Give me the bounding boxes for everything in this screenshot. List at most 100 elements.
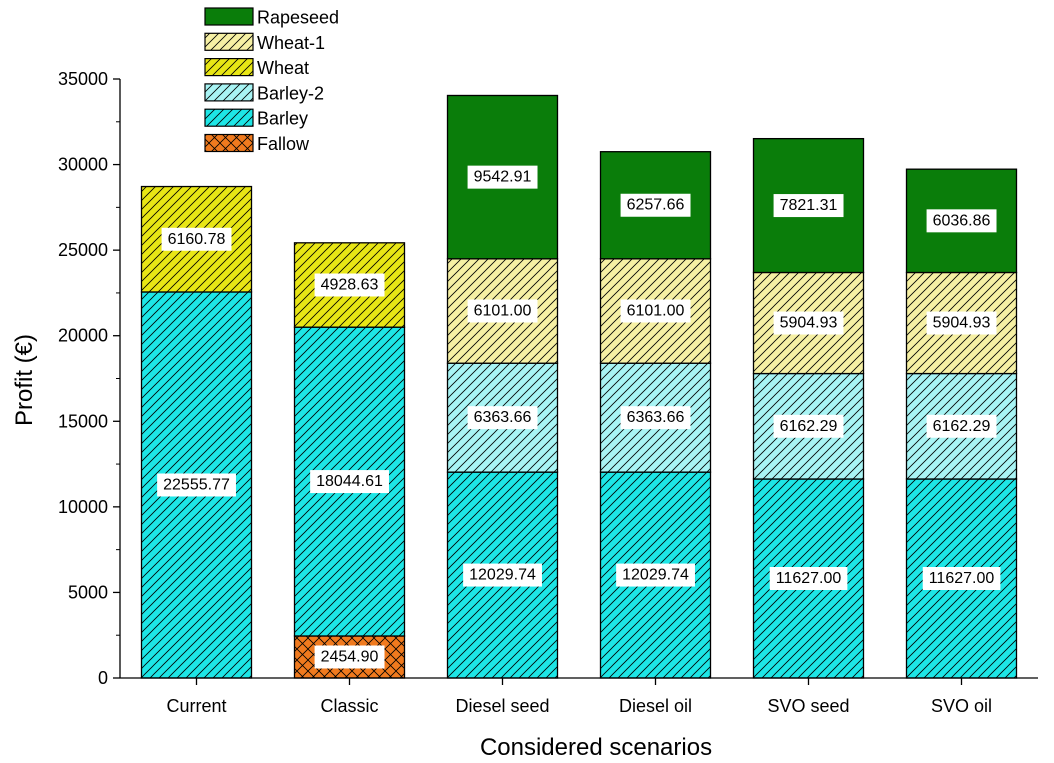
y-tick-label-35000: 35000 [58,69,108,89]
data-label-diesel-oil-barley-2-text: 6363.66 [627,409,685,426]
data-label-classic-wheat-box [314,273,385,297]
bar-svo-oil-rapeseed-outline [905,168,1018,274]
data-label-diesel-oil-rapeseed-box [620,193,691,217]
bar-classic-wheat [293,242,406,328]
data-label-svo-oil-wheat-1: 5904.93 [926,311,997,335]
legend-item-rapeseed: Rapeseed [204,7,339,28]
legend-item-wheat-1: Wheat-1 [204,32,325,53]
legend-swatch-outline-rapeseed [204,7,254,26]
data-label-current-barley-box [157,473,236,497]
legend-label-wheat-1: Wheat-1 [257,33,325,53]
legend-item-wheat: Wheat [204,57,309,78]
data-label-diesel-oil-wheat-1: 6101.00 [620,299,691,323]
legend-item-fallow: Fallow [204,133,310,154]
legend-label-wheat: Wheat [257,58,309,78]
data-label-diesel-seed-barley-2: 6363.66 [467,406,538,430]
data-label-svo-seed-rapeseed-text: 7821.31 [780,197,838,214]
data-label-diesel-seed-rapeseed-text: 9542.91 [474,169,532,186]
bar-current-wheat-outline [140,185,253,293]
data-label-current-wheat-text: 6160.78 [168,231,226,248]
data-label-diesel-seed-rapeseed: 9542.91 [467,165,538,189]
data-label-classic-barley-text: 18044.61 [316,473,383,490]
bar-diesel-seed-rapeseed-outline [446,94,559,260]
x-tick-label-diesel-oil: Diesel oil [619,696,692,716]
bar-diesel-oil-rapeseed-outline [599,151,712,260]
data-label-svo-oil-rapeseed-box [926,209,997,233]
data-label-current-wheat: 6160.78 [161,227,232,251]
data-label-svo-seed-barley-2-box [773,414,844,438]
data-label-svo-oil-rapeseed: 6036.86 [926,209,997,233]
data-label-diesel-oil-rapeseed: 6257.66 [620,193,691,217]
data-label-diesel-seed-barley: 12029.74 [463,563,542,587]
legend-item-barley-2: Barley-2 [204,83,324,103]
data-label-svo-seed-barley: 11627.00 [769,567,848,591]
y-tick-label-10000: 10000 [58,497,108,517]
legend-swatch-outline-fallow [204,133,254,153]
x-tick-label-current: Current [166,696,226,716]
data-label-classic-fallow-text: 2454.90 [321,648,379,665]
data-label-svo-oil-barley: 11627.00 [922,567,1001,591]
data-label-svo-oil-rapeseed-text: 6036.86 [933,212,991,229]
data-label-classic-wheat-text: 4928.63 [321,276,379,293]
data-label-svo-oil-barley-2: 6162.29 [926,414,997,438]
y-tick-label-30000: 30000 [58,155,108,175]
legend-swatch-rapeseed [205,8,253,25]
data-label-diesel-seed-barley-box [463,563,542,587]
data-label-svo-seed-wheat-1-text: 5904.93 [780,315,838,332]
y-tick-label-5000: 5000 [68,582,108,602]
data-label-svo-seed-rapeseed: 7821.31 [773,194,844,218]
x-tick-label-svo-oil: SVO oil [931,696,992,716]
data-label-svo-seed-barley-2-text: 6162.29 [780,418,838,435]
y-tick-label-0: 0 [98,668,108,688]
data-label-current-wheat-box [161,227,232,251]
data-label-diesel-oil-barley-2: 6363.66 [620,406,691,430]
data-label-diesel-seed-barley-2-text: 6363.66 [474,409,532,426]
data-label-current-barley-text: 22555.77 [163,476,230,493]
y-tick-label-20000: 20000 [58,326,108,346]
data-label-diesel-oil-barley: 12029.74 [616,563,695,587]
data-label-diesel-oil-barley-box [616,563,695,587]
data-label-diesel-seed-rapeseed-box [467,165,538,189]
legend-label-rapeseed: Rapeseed [257,8,339,28]
y-tick-label-25000: 25000 [58,240,108,260]
legend-swatch-hatch-barley [205,109,253,127]
bar-svo-seed-rapeseed-outline [752,137,865,274]
legend-swatch-outline-wheat-1 [204,32,254,51]
legend-label-fallow: Fallow [257,134,310,154]
data-label-svo-oil-wheat-1-text: 5904.93 [933,315,991,332]
data-label-diesel-seed-barley-2-box [467,406,538,430]
legend: Rapeseed Wheat-1 Wheat Barley-2 Barley Fallow [204,7,339,154]
x-tick-label-classic: Classic [320,696,378,716]
data-label-diesel-seed-wheat-1-box [467,299,538,323]
data-label-svo-seed-wheat-1-box [773,311,844,335]
legend-swatch-hatch-barley-2 [205,83,253,101]
legend-swatch-outline-barley [204,108,254,127]
y-axis-title: Profit (€) [11,334,38,426]
legend-item-barley: Barley [204,108,308,129]
bar-classic-wheat-outline [293,242,406,328]
bar-svo-oil-barley-2 [905,372,1018,480]
data-label-classic-wheat: 4928.63 [314,273,385,297]
data-label-svo-oil-barley-2-text: 6162.29 [933,418,991,435]
data-label-svo-oil-barley-box [922,567,1001,591]
legend-swatch-hatch-wheat [205,58,253,76]
data-label-diesel-oil-barley-2-box [620,406,691,430]
data-label-svo-oil-barley-text: 11627.00 [929,570,995,587]
data-label-classic-fallow-box [314,645,385,669]
data-label-svo-seed-barley-2: 6162.29 [773,414,844,438]
data-label-diesel-oil-barley-text: 12029.74 [622,567,689,584]
data-label-diesel-seed-barley-text: 12029.74 [469,567,536,584]
bar-diesel-seed-wheat-1 [446,258,559,364]
data-label-classic-barley-box [310,470,389,494]
legend-swatch-hatch-wheat-1 [205,33,253,51]
legend-swatch-outline-barley-2 [204,83,254,102]
data-label-svo-seed-barley-box [769,567,848,591]
x-axis-title: Considered scenarios [480,734,712,761]
data-label-svo-seed-wheat-1: 5904.93 [773,311,844,335]
data-label-diesel-seed-wheat-1-text: 6101.00 [474,303,532,320]
legend-swatch-hatch-fallow [205,134,253,152]
data-label-diesel-oil-rapeseed-text: 6257.66 [627,197,685,214]
data-label-svo-oil-barley-2-box [926,414,997,438]
